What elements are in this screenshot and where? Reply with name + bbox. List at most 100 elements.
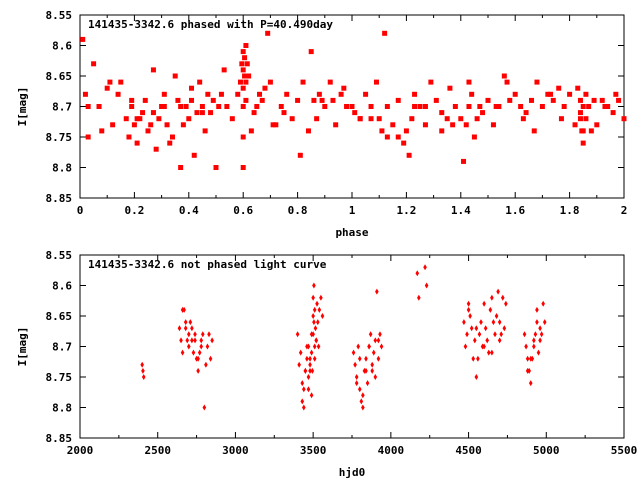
data-point bbox=[205, 343, 210, 350]
data-points bbox=[80, 30, 627, 170]
data-point bbox=[141, 374, 146, 380]
data-point bbox=[580, 140, 586, 146]
data-point bbox=[341, 85, 347, 91]
x-axis-title: hjd0 bbox=[339, 466, 366, 479]
data-point bbox=[591, 97, 597, 103]
data-point bbox=[164, 122, 170, 128]
data-point bbox=[183, 319, 188, 326]
y-tick-label: 8.75 bbox=[46, 131, 73, 144]
x-tick-label: 3500 bbox=[300, 444, 327, 457]
y-tick-label: 8.55 bbox=[46, 249, 73, 262]
data-point bbox=[599, 97, 605, 103]
data-point bbox=[471, 134, 477, 140]
data-point bbox=[542, 319, 547, 326]
data-point bbox=[244, 61, 250, 67]
data-point bbox=[422, 122, 428, 128]
data-point bbox=[499, 331, 504, 338]
data-point bbox=[284, 91, 290, 97]
data-point bbox=[306, 374, 311, 380]
data-point bbox=[183, 104, 189, 109]
data-point bbox=[363, 91, 369, 97]
data-point bbox=[141, 367, 145, 374]
data-point bbox=[197, 349, 202, 356]
data-point bbox=[428, 79, 434, 85]
data-point bbox=[561, 104, 567, 109]
data-point bbox=[378, 331, 382, 338]
data-point bbox=[528, 380, 533, 387]
data-point bbox=[199, 337, 204, 344]
data-point bbox=[469, 325, 474, 332]
x-tick-label: 2000 bbox=[67, 444, 94, 457]
data-point bbox=[493, 104, 499, 109]
data-point bbox=[538, 337, 542, 344]
data-point bbox=[148, 122, 154, 128]
data-point bbox=[243, 43, 249, 48]
data-point bbox=[305, 128, 311, 134]
data-point bbox=[494, 313, 499, 319]
data-point bbox=[368, 116, 374, 122]
data-point bbox=[424, 282, 429, 289]
data-point bbox=[586, 104, 592, 109]
data-points bbox=[140, 264, 547, 411]
data-point bbox=[458, 116, 464, 122]
data-point bbox=[167, 140, 173, 146]
data-point bbox=[497, 319, 502, 326]
phased-light-curve-panel: 0 0.2 0.4 0.6 0.8 1 1.2 1.4 1.6 1.8 2 8.55 8.6 8.65 8.… bbox=[16, 9, 627, 239]
data-point bbox=[480, 110, 486, 116]
x-tick-label: 1 bbox=[349, 204, 356, 217]
data-point bbox=[202, 404, 207, 411]
data-point bbox=[594, 122, 600, 128]
data-point bbox=[297, 152, 303, 158]
plot-frame bbox=[79, 254, 625, 439]
data-point bbox=[439, 128, 445, 134]
data-point bbox=[126, 134, 132, 140]
data-point bbox=[239, 61, 245, 67]
data-point bbox=[273, 122, 279, 128]
data-point bbox=[115, 91, 121, 97]
data-point bbox=[461, 158, 467, 164]
data-point bbox=[295, 97, 301, 103]
data-point bbox=[312, 343, 317, 350]
data-point bbox=[308, 361, 312, 368]
y-tick-label: 8.75 bbox=[46, 371, 73, 384]
data-point bbox=[493, 331, 497, 338]
data-point bbox=[190, 325, 194, 332]
data-point bbox=[208, 110, 214, 116]
data-point bbox=[150, 67, 156, 73]
data-point bbox=[123, 116, 129, 122]
data-point bbox=[153, 146, 159, 152]
data-point bbox=[240, 134, 246, 140]
data-point bbox=[85, 104, 91, 109]
data-point bbox=[161, 104, 167, 109]
data-point bbox=[182, 306, 186, 313]
y-axis-title: I[mag] bbox=[16, 327, 29, 367]
y-tick-label: 8.7 bbox=[52, 341, 72, 354]
data-point bbox=[82, 91, 88, 97]
data-point bbox=[187, 331, 191, 338]
data-point bbox=[361, 404, 365, 411]
data-point bbox=[243, 79, 249, 85]
chart-title: 141435-3342.6 not phased light curve bbox=[88, 258, 327, 271]
data-point bbox=[257, 91, 263, 97]
data-point bbox=[610, 110, 616, 116]
x-tick-label: 0.4 bbox=[179, 204, 199, 217]
data-point bbox=[344, 104, 350, 109]
data-point bbox=[466, 306, 471, 313]
data-point bbox=[364, 367, 368, 374]
data-point bbox=[463, 343, 468, 350]
data-point bbox=[482, 300, 486, 307]
data-point bbox=[354, 374, 359, 380]
data-point bbox=[207, 331, 211, 338]
data-point bbox=[356, 343, 361, 350]
data-point bbox=[491, 319, 496, 326]
data-point bbox=[248, 128, 254, 134]
data-point bbox=[471, 355, 476, 362]
data-point bbox=[242, 55, 248, 61]
data-point bbox=[439, 110, 445, 116]
x-tick-label: 5500 bbox=[611, 444, 638, 457]
data-point bbox=[300, 79, 306, 85]
data-point bbox=[278, 104, 284, 109]
data-point bbox=[583, 116, 589, 122]
data-point bbox=[486, 349, 491, 356]
